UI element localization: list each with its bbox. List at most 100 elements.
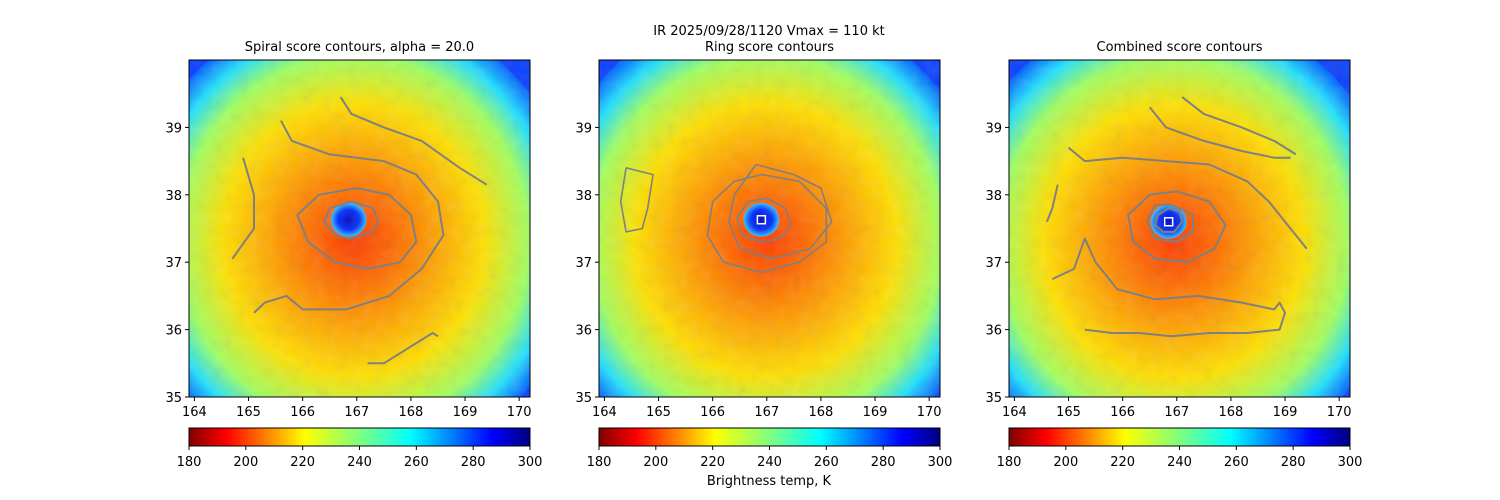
axes-frame	[188, 59, 531, 398]
x-tick-label: 165	[1056, 405, 1081, 420]
score-contour	[1148, 106, 1291, 159]
score-contour	[1127, 190, 1227, 264]
colorbar-tick-label: 280	[871, 455, 896, 470]
colorbar-tick-label: 180	[587, 455, 612, 470]
panel-title: Ring score contours	[705, 40, 834, 55]
x-tick-label: 166	[290, 405, 315, 420]
colorbar-tick-label: 260	[1224, 455, 1249, 470]
center-marker	[756, 214, 767, 225]
colorbar-tick-label: 200	[1053, 455, 1078, 470]
x-tick-label: 169	[453, 405, 478, 420]
x-tick-label: 164	[1002, 405, 1027, 420]
score-contour	[619, 167, 654, 233]
ir-imagery	[189, 60, 530, 397]
score-contour	[1045, 184, 1059, 223]
y-tick-label: 39	[575, 121, 592, 136]
colorbar-tick-label: 180	[177, 455, 202, 470]
imagery-texture	[599, 60, 940, 397]
colorbar-tick-label: 180	[997, 455, 1022, 470]
y-tick-label: 39	[985, 121, 1002, 136]
colorbar-tick-label: 280	[1281, 455, 1306, 470]
panel-title: Spiral score contours, alpha = 20.0	[245, 40, 474, 55]
score-contour	[1181, 96, 1297, 156]
x-tick-label: 167	[1164, 405, 1189, 420]
colorbar-tick-label: 300	[928, 455, 953, 470]
y-tick-label: 38	[985, 189, 1002, 204]
y-tick-label: 35	[165, 391, 182, 406]
x-tick-label: 167	[344, 405, 369, 420]
x-tick-label: 170	[507, 405, 532, 420]
score-contour	[736, 197, 792, 243]
panel-1: Spiral score contours, alpha = 20.0 164 16…	[165, 40, 543, 470]
imagery-texture	[1009, 60, 1350, 397]
colorbar-tick-label: 200	[233, 455, 258, 470]
ir-imagery	[1009, 60, 1350, 397]
panel-title: Combined score contours	[1097, 40, 1263, 55]
colorbar-tick-label: 300	[1338, 455, 1363, 470]
colorbar-tick-label: 220	[290, 455, 315, 470]
score-contour	[1067, 146, 1308, 250]
colorbar	[1008, 427, 1351, 447]
x-tick-label: 164	[182, 405, 207, 420]
colorbar	[598, 427, 941, 447]
x-tick-label: 164	[592, 405, 617, 420]
x-tick-label: 169	[1273, 405, 1298, 420]
colorbar-tick-label: 240	[1167, 455, 1192, 470]
score-contour	[1154, 207, 1184, 233]
x-tick-label: 168	[399, 405, 424, 420]
colorbar-tick-label: 260	[814, 455, 839, 470]
y-tick-label: 39	[165, 121, 182, 136]
contour-group	[619, 163, 833, 274]
y-tick-label: 38	[165, 189, 182, 204]
contour-group	[1045, 96, 1308, 338]
panel-2: Ring score contours 164 165 166 167 168 169 170…	[575, 40, 953, 470]
x-tick-label: 168	[809, 405, 834, 420]
y-tick-label: 35	[575, 391, 592, 406]
score-contour	[706, 173, 828, 274]
y-tick-label: 36	[165, 324, 182, 339]
colorbar-tick-label: 260	[404, 455, 429, 470]
panel-3: Combined score contours 164 165 166 167 168 16…	[985, 40, 1363, 470]
contour-group	[231, 96, 488, 365]
y-tick-label: 36	[575, 324, 592, 339]
y-tick-label: 37	[165, 256, 182, 271]
score-contour	[296, 187, 418, 270]
axes-frame	[1008, 59, 1351, 398]
x-tick-label: 169	[863, 405, 888, 420]
score-contour	[231, 157, 255, 260]
y-tick-label: 38	[575, 189, 592, 204]
x-tick-label: 168	[1219, 405, 1244, 420]
x-tick-label: 166	[700, 405, 725, 420]
colorbar-tick-label: 300	[518, 455, 543, 470]
colorbar-tick-label: 220	[1110, 455, 1135, 470]
colorbar	[188, 427, 531, 447]
y-tick-label: 35	[985, 391, 1002, 406]
y-tick-label: 37	[575, 256, 592, 271]
x-tick-label: 170	[917, 405, 942, 420]
x-tick-label: 170	[1327, 405, 1352, 420]
score-contour	[1051, 237, 1286, 338]
score-contour	[339, 96, 488, 186]
center-marker	[1163, 217, 1174, 227]
suptitle: IR 2025/09/28/1120 Vmax = 110 kt	[653, 24, 884, 39]
x-tick-label: 165	[236, 405, 261, 420]
score-contour	[323, 200, 380, 240]
colorbar-tick-label: 240	[347, 455, 372, 470]
y-tick-label: 36	[985, 324, 1002, 339]
imagery-texture	[189, 60, 530, 397]
colorbar-tick-label: 280	[461, 455, 486, 470]
x-tick-label: 167	[754, 405, 779, 420]
score-contour	[253, 120, 445, 314]
score-contour	[367, 332, 439, 365]
colorbar-label: Brightness temp, K	[707, 474, 832, 489]
y-tick-label: 37	[985, 256, 1002, 271]
ir-imagery	[599, 60, 940, 397]
axes-frame	[598, 59, 941, 398]
score-contour	[1146, 203, 1194, 243]
x-tick-label: 166	[1110, 405, 1135, 420]
colorbar-tick-label: 200	[643, 455, 668, 470]
score-contour	[728, 163, 833, 260]
colorbar-tick-label: 220	[700, 455, 725, 470]
x-tick-label: 165	[646, 405, 671, 420]
